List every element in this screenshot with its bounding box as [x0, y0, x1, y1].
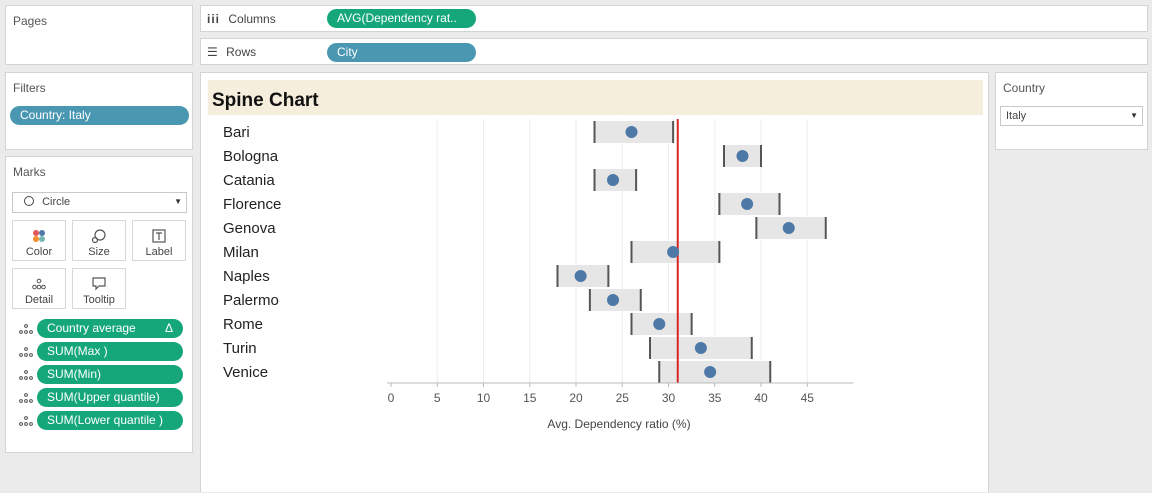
- chart-title: Spine Chart: [212, 90, 319, 111]
- data-point: [704, 366, 717, 378]
- marks-field-country-average[interactable]: Country average Δ: [37, 319, 183, 338]
- city-label: Bologna: [223, 148, 279, 165]
- columns-shelf[interactable]: iii Columns AVG(Dependency rat..: [200, 5, 1148, 32]
- x-tick-label: 0: [388, 391, 395, 405]
- columns-label-text: Columns: [228, 12, 276, 26]
- tooltip-icon: [92, 277, 106, 291]
- data-point: [782, 222, 795, 234]
- rows-label-text: Rows: [226, 45, 257, 59]
- x-tick-label: 45: [801, 391, 815, 405]
- rows-icon: ☰: [207, 45, 218, 59]
- country-filter-title: Country: [1003, 81, 1046, 95]
- mark-type-dropdown[interactable]: Circle ▼: [12, 192, 187, 213]
- size-button-label: Size: [88, 246, 110, 258]
- city-label: Genova: [223, 220, 276, 237]
- spine-chart: Spine Chart Bari Bologna Catania Florence Ge…: [208, 80, 983, 431]
- x-axis-label: Avg. Dependency ratio (%): [547, 417, 690, 431]
- rows-shelf-label: ☰ Rows: [207, 39, 256, 65]
- chevron-down-icon: ▼: [1130, 111, 1138, 120]
- marks-field-upper-quantile[interactable]: SUM(Upper quantile): [37, 388, 183, 407]
- detail-button-label: Detail: [24, 294, 54, 306]
- chevron-down-icon: ▼: [174, 197, 182, 206]
- city-label: Naples: [223, 268, 270, 285]
- detail-icon: [19, 324, 33, 334]
- marks-title: Marks: [13, 165, 46, 179]
- x-tick-label: 15: [523, 391, 537, 405]
- chart-bands: [556, 121, 827, 383]
- filters-panel[interactable]: Filters Country: Italy: [5, 72, 193, 150]
- detail-icon: [19, 416, 33, 426]
- x-tick-label: 25: [616, 391, 630, 405]
- pages-panel[interactable]: Pages: [5, 5, 193, 65]
- delta-icon: Δ: [164, 321, 173, 335]
- tooltip-button-label: Tooltip: [83, 294, 115, 306]
- marks-field-lower-quantile[interactable]: SUM(Lower quantile ): [37, 411, 183, 430]
- x-tick-label: 35: [708, 391, 722, 405]
- data-point: [667, 246, 680, 258]
- size-button[interactable]: Size: [72, 220, 126, 261]
- data-point: [574, 270, 587, 282]
- x-tick-label: 5: [434, 391, 441, 405]
- pages-title: Pages: [13, 14, 48, 28]
- color-button-label: Color: [25, 246, 53, 258]
- mark-type-value: Circle: [42, 196, 71, 208]
- city-label: Catania: [223, 172, 275, 189]
- city-label: Venice: [223, 364, 268, 381]
- columns-shelf-label: iii Columns: [207, 6, 276, 32]
- filters-title: Filters: [13, 81, 46, 95]
- data-point: [741, 198, 754, 210]
- country-filter-panel: Country Italy ▼: [995, 72, 1148, 150]
- chart-panel: Spine Chart Bari Bologna Catania Florence Ge…: [200, 72, 989, 492]
- x-tick-label: 30: [662, 391, 676, 405]
- marks-field-sum-max[interactable]: SUM(Max ): [37, 342, 183, 361]
- marks-field-label: Country average: [47, 321, 136, 335]
- filter-pill-country[interactable]: Country: Italy: [10, 106, 189, 125]
- label-button[interactable]: Label: [132, 220, 186, 261]
- circle-icon: [24, 196, 34, 206]
- rows-pill[interactable]: City: [327, 43, 476, 62]
- chart-dots: [574, 126, 795, 378]
- detail-icon: [19, 370, 33, 380]
- columns-icon: iii: [207, 12, 221, 26]
- data-point: [607, 174, 619, 186]
- color-icon: [33, 230, 45, 242]
- size-icon: [91, 229, 106, 244]
- city-label: Turin: [223, 340, 257, 357]
- city-label: Florence: [223, 196, 281, 213]
- label-icon: [152, 229, 166, 243]
- marks-panel: Marks Circle ▼ Color Size Label Detail: [5, 156, 193, 453]
- x-axis: 0 5 10 15 20 25 30 35 40 45: [387, 382, 854, 405]
- detail-icon: [19, 347, 33, 357]
- data-point: [736, 150, 749, 162]
- data-point: [653, 318, 666, 330]
- rows-shelf[interactable]: ☰ Rows City: [200, 38, 1148, 65]
- detail-icon: [32, 278, 46, 290]
- data-point: [607, 294, 619, 306]
- x-tick-label: 20: [569, 391, 583, 405]
- city-label: Bari: [223, 124, 250, 141]
- data-point: [625, 126, 638, 138]
- x-tick-label: 10: [477, 391, 491, 405]
- tooltip-button[interactable]: Tooltip: [72, 268, 126, 309]
- detail-button[interactable]: Detail: [12, 268, 66, 309]
- city-label: Milan: [223, 244, 259, 261]
- x-tick-label: 40: [754, 391, 768, 405]
- columns-pill[interactable]: AVG(Dependency rat..: [327, 9, 476, 28]
- label-button-label: Label: [145, 246, 173, 258]
- city-labels: Bari Bologna Catania Florence Genova Milan Nap…: [223, 124, 281, 381]
- data-point: [694, 342, 707, 354]
- city-label: Rome: [223, 316, 263, 333]
- marks-field-sum-min[interactable]: SUM(Min): [37, 365, 183, 384]
- chart-title-band: [208, 80, 983, 115]
- city-label: Palermo: [223, 292, 279, 309]
- country-select[interactable]: Italy ▼: [1000, 106, 1143, 126]
- country-select-value: Italy: [1006, 110, 1027, 122]
- color-button[interactable]: Color: [12, 220, 66, 261]
- detail-icon: [19, 393, 33, 403]
